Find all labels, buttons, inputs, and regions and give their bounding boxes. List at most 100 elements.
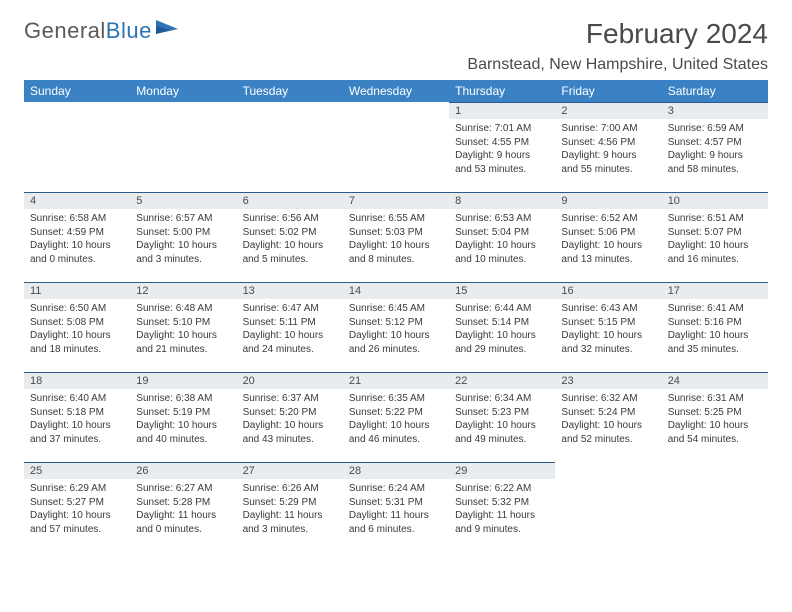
sunset-text: Sunset: 5:11 PM: [243, 316, 337, 330]
calendar-day-cell: 23Sunrise: 6:32 AMSunset: 5:24 PMDayligh…: [555, 372, 661, 462]
calendar-day-cell: 11Sunrise: 6:50 AMSunset: 5:08 PMDayligh…: [24, 282, 130, 372]
daylight-text: Daylight: 10 hours and 43 minutes.: [243, 419, 337, 446]
calendar-day-cell: 4Sunrise: 6:58 AMSunset: 4:59 PMDaylight…: [24, 192, 130, 282]
daylight-text: Daylight: 10 hours and 3 minutes.: [136, 239, 230, 266]
day-number: 13: [237, 282, 343, 299]
calendar-day-cell: 18Sunrise: 6:40 AMSunset: 5:18 PMDayligh…: [24, 372, 130, 462]
day-details: Sunrise: 7:01 AMSunset: 4:55 PMDaylight:…: [449, 119, 555, 180]
day-number: 4: [24, 192, 130, 209]
sunrise-text: Sunrise: 7:01 AM: [455, 122, 549, 136]
daylight-text: Daylight: 10 hours and 46 minutes.: [349, 419, 443, 446]
daylight-text: Daylight: 11 hours and 6 minutes.: [349, 509, 443, 536]
weekday-header: Monday: [130, 80, 236, 102]
day-details: Sunrise: 6:26 AMSunset: 5:29 PMDaylight:…: [237, 479, 343, 540]
sunrise-text: Sunrise: 6:24 AM: [349, 482, 443, 496]
daylight-text: Daylight: 10 hours and 37 minutes.: [30, 419, 124, 446]
calendar-day-cell: 20Sunrise: 6:37 AMSunset: 5:20 PMDayligh…: [237, 372, 343, 462]
day-details: Sunrise: 6:55 AMSunset: 5:03 PMDaylight:…: [343, 209, 449, 270]
day-number: 6: [237, 192, 343, 209]
day-details: Sunrise: 6:40 AMSunset: 5:18 PMDaylight:…: [24, 389, 130, 450]
day-details: Sunrise: 6:24 AMSunset: 5:31 PMDaylight:…: [343, 479, 449, 540]
calendar-day-cell: 26Sunrise: 6:27 AMSunset: 5:28 PMDayligh…: [130, 462, 236, 552]
sunrise-text: Sunrise: 6:52 AM: [561, 212, 655, 226]
calendar-day-cell: 14Sunrise: 6:45 AMSunset: 5:12 PMDayligh…: [343, 282, 449, 372]
day-number: 24: [662, 372, 768, 389]
day-details: Sunrise: 6:50 AMSunset: 5:08 PMDaylight:…: [24, 299, 130, 360]
flag-icon: [156, 18, 182, 44]
sunset-text: Sunset: 5:12 PM: [349, 316, 443, 330]
sunrise-text: Sunrise: 6:48 AM: [136, 302, 230, 316]
day-details: Sunrise: 6:57 AMSunset: 5:00 PMDaylight:…: [130, 209, 236, 270]
day-number: 29: [449, 462, 555, 479]
sunrise-text: Sunrise: 6:59 AM: [668, 122, 762, 136]
day-number: 17: [662, 282, 768, 299]
sunrise-text: Sunrise: 6:31 AM: [668, 392, 762, 406]
sunset-text: Sunset: 4:57 PM: [668, 136, 762, 150]
weekday-header: Tuesday: [237, 80, 343, 102]
calendar-day-cell: 15Sunrise: 6:44 AMSunset: 5:14 PMDayligh…: [449, 282, 555, 372]
sunset-text: Sunset: 5:25 PM: [668, 406, 762, 420]
calendar-day-cell: 16Sunrise: 6:43 AMSunset: 5:15 PMDayligh…: [555, 282, 661, 372]
sunset-text: Sunset: 5:04 PM: [455, 226, 549, 240]
calendar-day-cell: 3Sunrise: 6:59 AMSunset: 4:57 PMDaylight…: [662, 102, 768, 192]
daylight-text: Daylight: 10 hours and 54 minutes.: [668, 419, 762, 446]
calendar-table: Sunday Monday Tuesday Wednesday Thursday…: [24, 80, 768, 552]
sunrise-text: Sunrise: 7:00 AM: [561, 122, 655, 136]
calendar-week-row: 4Sunrise: 6:58 AMSunset: 4:59 PMDaylight…: [24, 192, 768, 282]
calendar-day-cell: 29Sunrise: 6:22 AMSunset: 5:32 PMDayligh…: [449, 462, 555, 552]
day-details: Sunrise: 6:34 AMSunset: 5:23 PMDaylight:…: [449, 389, 555, 450]
day-number: 22: [449, 372, 555, 389]
day-details: Sunrise: 6:32 AMSunset: 5:24 PMDaylight:…: [555, 389, 661, 450]
day-details: Sunrise: 6:47 AMSunset: 5:11 PMDaylight:…: [237, 299, 343, 360]
sunrise-text: Sunrise: 6:34 AM: [455, 392, 549, 406]
weekday-header: Sunday: [24, 80, 130, 102]
calendar-day-cell: [662, 462, 768, 552]
day-number: 14: [343, 282, 449, 299]
daylight-text: Daylight: 10 hours and 52 minutes.: [561, 419, 655, 446]
sunset-text: Sunset: 5:27 PM: [30, 496, 124, 510]
calendar-day-cell: 21Sunrise: 6:35 AMSunset: 5:22 PMDayligh…: [343, 372, 449, 462]
calendar-day-cell: 17Sunrise: 6:41 AMSunset: 5:16 PMDayligh…: [662, 282, 768, 372]
day-number: 20: [237, 372, 343, 389]
sunrise-text: Sunrise: 6:56 AM: [243, 212, 337, 226]
sunset-text: Sunset: 5:22 PM: [349, 406, 443, 420]
weekday-header-row: Sunday Monday Tuesday Wednesday Thursday…: [24, 80, 768, 102]
sunrise-text: Sunrise: 6:27 AM: [136, 482, 230, 496]
day-number: 28: [343, 462, 449, 479]
calendar-day-cell: 28Sunrise: 6:24 AMSunset: 5:31 PMDayligh…: [343, 462, 449, 552]
day-details: Sunrise: 6:51 AMSunset: 5:07 PMDaylight:…: [662, 209, 768, 270]
daylight-text: Daylight: 10 hours and 32 minutes.: [561, 329, 655, 356]
daylight-text: Daylight: 10 hours and 40 minutes.: [136, 419, 230, 446]
sunrise-text: Sunrise: 6:26 AM: [243, 482, 337, 496]
sunset-text: Sunset: 5:00 PM: [136, 226, 230, 240]
day-number: 3: [662, 102, 768, 119]
day-number: 9: [555, 192, 661, 209]
day-details: Sunrise: 6:35 AMSunset: 5:22 PMDaylight:…: [343, 389, 449, 450]
daylight-text: Daylight: 10 hours and 35 minutes.: [668, 329, 762, 356]
sunrise-text: Sunrise: 6:53 AM: [455, 212, 549, 226]
calendar-day-cell: 27Sunrise: 6:26 AMSunset: 5:29 PMDayligh…: [237, 462, 343, 552]
sunset-text: Sunset: 5:14 PM: [455, 316, 549, 330]
sunrise-text: Sunrise: 6:41 AM: [668, 302, 762, 316]
day-number: 1: [449, 102, 555, 119]
day-details: Sunrise: 6:44 AMSunset: 5:14 PMDaylight:…: [449, 299, 555, 360]
daylight-text: Daylight: 10 hours and 0 minutes.: [30, 239, 124, 266]
calendar-day-cell: 19Sunrise: 6:38 AMSunset: 5:19 PMDayligh…: [130, 372, 236, 462]
daylight-text: Daylight: 11 hours and 9 minutes.: [455, 509, 549, 536]
calendar-day-cell: [237, 102, 343, 192]
sunset-text: Sunset: 5:23 PM: [455, 406, 549, 420]
sunrise-text: Sunrise: 6:38 AM: [136, 392, 230, 406]
sunrise-text: Sunrise: 6:37 AM: [243, 392, 337, 406]
sunrise-text: Sunrise: 6:51 AM: [668, 212, 762, 226]
title-block: February 2024 Barnstead, New Hampshire, …: [467, 18, 768, 74]
daylight-text: Daylight: 11 hours and 3 minutes.: [243, 509, 337, 536]
sunset-text: Sunset: 5:10 PM: [136, 316, 230, 330]
page-title: February 2024: [467, 18, 768, 50]
sunrise-text: Sunrise: 6:43 AM: [561, 302, 655, 316]
daylight-text: Daylight: 10 hours and 49 minutes.: [455, 419, 549, 446]
daylight-text: Daylight: 9 hours and 53 minutes.: [455, 149, 549, 176]
sunset-text: Sunset: 5:03 PM: [349, 226, 443, 240]
daylight-text: Daylight: 10 hours and 57 minutes.: [30, 509, 124, 536]
daylight-text: Daylight: 10 hours and 5 minutes.: [243, 239, 337, 266]
weekday-header: Wednesday: [343, 80, 449, 102]
